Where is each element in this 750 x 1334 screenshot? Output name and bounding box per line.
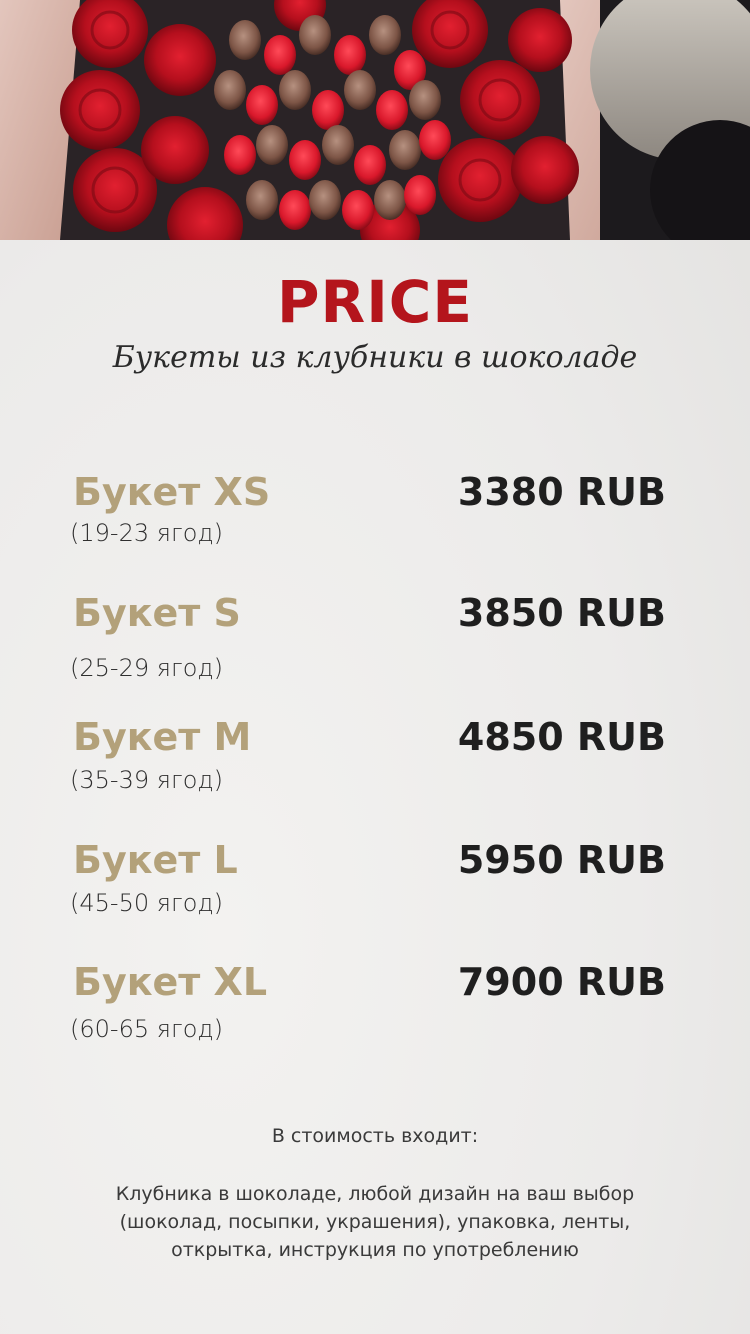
item-name-m: Букет M (73, 715, 252, 759)
page-title: PRICE (277, 268, 473, 336)
page-subtitle: Букеты из клубники в шоколаде (112, 340, 638, 375)
item-count-m: (35-39 ягод) (70, 766, 224, 794)
item-count-l: (45-50 ягод) (70, 889, 224, 917)
item-count-xl: (60-65 ягод) (70, 1015, 224, 1043)
item-price-s: 3850 RUB (457, 591, 666, 635)
included-heading: В стоимость входит: (271, 1125, 479, 1147)
included-text: Клубника в шоколаде, любой дизайн на ваш… (115, 1183, 635, 1261)
item-name-l: Букет L (73, 838, 238, 882)
item-price-l: 5950 RUB (457, 838, 666, 882)
item-count-s: (25-29 ягод) (70, 654, 224, 682)
item-name-xl: Букет XL (73, 960, 268, 1004)
item-price-xs: 3380 RUB (457, 470, 666, 514)
bouquet-photo (0, 0, 750, 240)
item-count-xs: (19-23 ягод) (70, 519, 224, 547)
item-price-m: 4850 RUB (457, 715, 666, 759)
item-name-xs: Букет XS (73, 470, 271, 514)
item-name-s: Букет S (73, 591, 241, 635)
item-price-xl: 7900 RUB (457, 960, 666, 1004)
